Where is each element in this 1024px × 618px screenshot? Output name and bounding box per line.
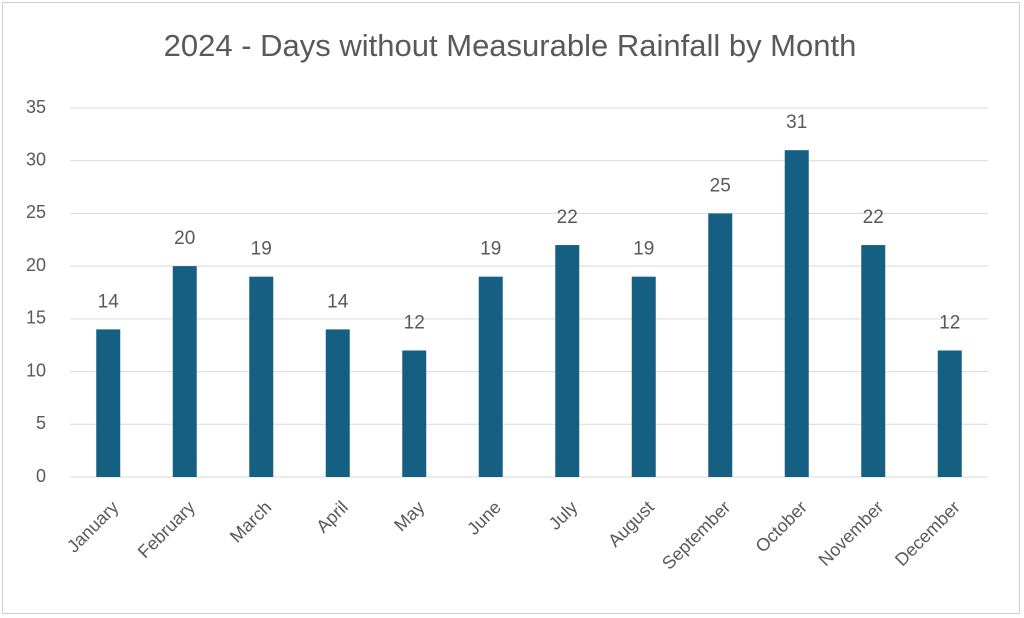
data-label: 12 [939,313,960,334]
data-label: 19 [251,239,272,260]
bar [478,276,503,477]
data-label: 31 [786,112,807,133]
bar [861,245,886,477]
chart-title: 2024 - Days without Measurable Rainfall … [164,28,857,63]
bar [784,150,809,477]
bar [555,245,580,477]
bar [172,266,197,477]
data-label: 14 [327,291,349,312]
y-tick-label: 10 [26,360,46,380]
y-tick-label: 30 [26,149,46,169]
bar [937,350,962,477]
bar [708,213,733,477]
data-label: 22 [557,207,578,228]
data-label: 20 [174,228,195,249]
data-label: 12 [404,313,425,334]
y-tick-label: 0 [36,466,46,486]
y-tick-label: 35 [26,97,46,117]
data-label: 19 [633,239,654,260]
bar [249,276,274,477]
y-tick-label: 15 [26,308,46,328]
y-tick-label: 5 [36,413,46,433]
bar [631,276,656,477]
data-label: 25 [710,175,731,196]
y-tick-label: 25 [26,202,46,222]
data-label: 14 [98,291,120,312]
data-label: 22 [863,207,884,228]
bar [402,350,427,477]
y-tick-label: 20 [26,255,46,275]
data-label: 19 [480,239,501,260]
bar [96,329,121,477]
bar [325,329,350,477]
